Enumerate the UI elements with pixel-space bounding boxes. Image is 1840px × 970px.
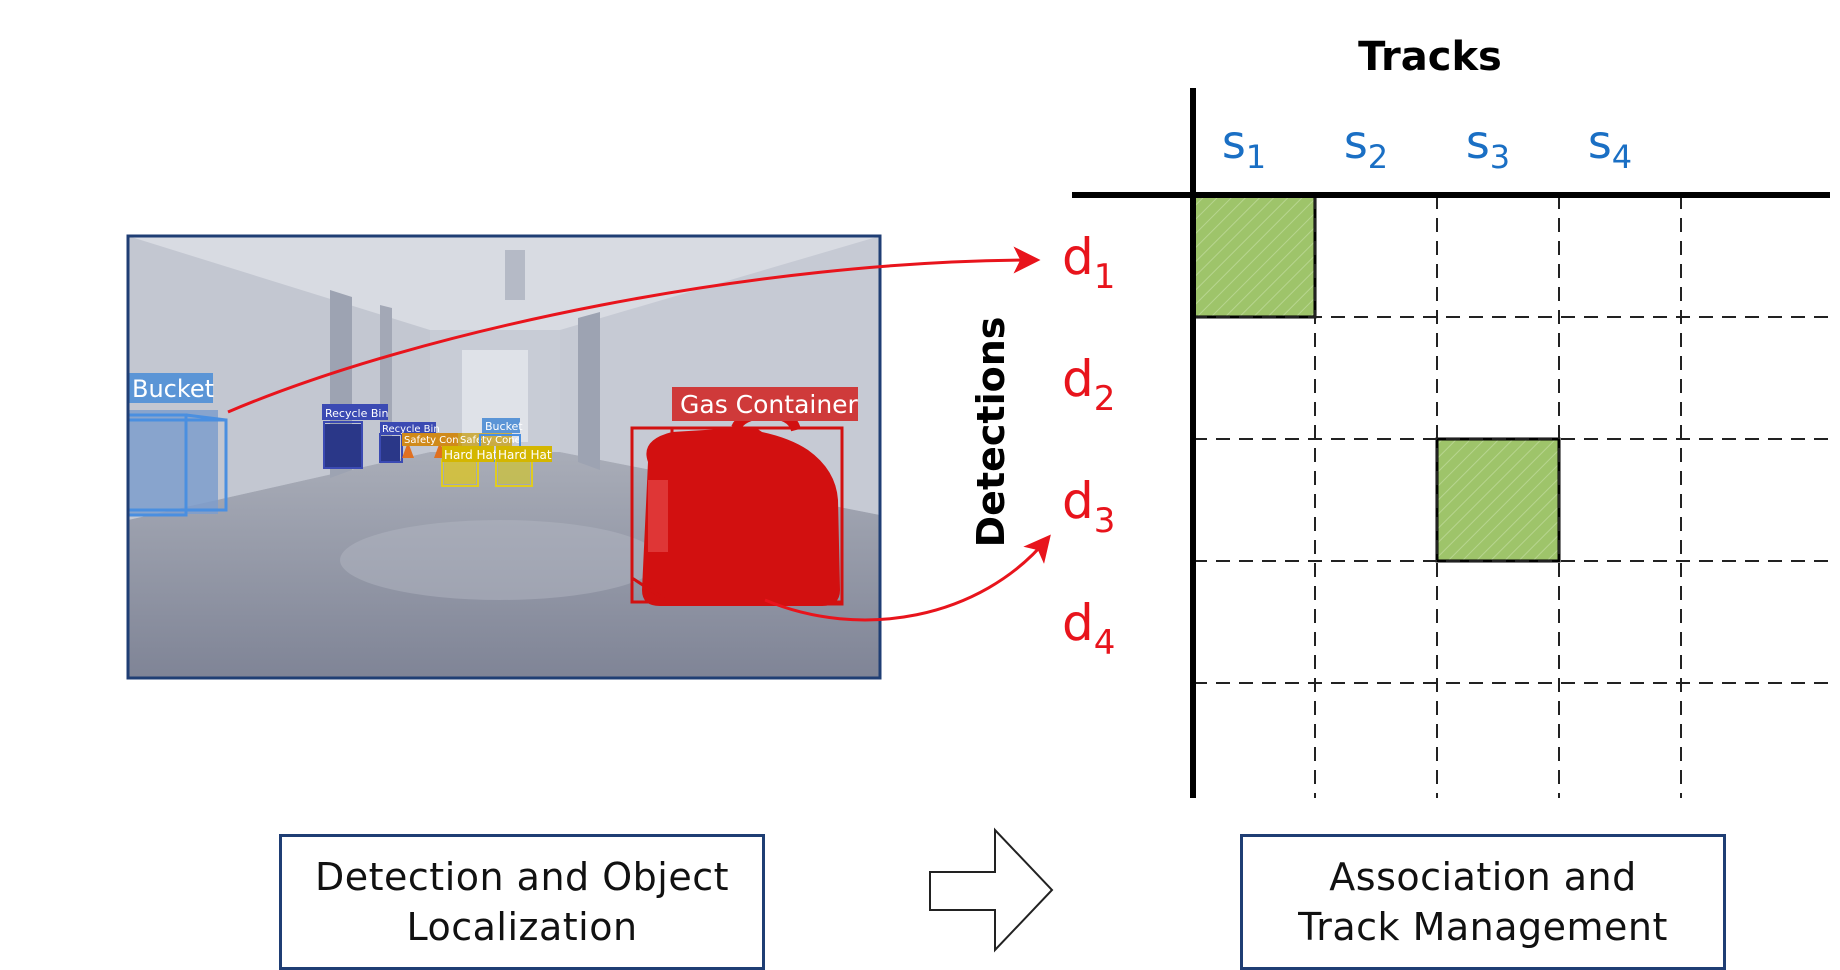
caption-association-line-2: Track Management — [1298, 905, 1668, 949]
label-safety-cone-2: Safety Cone — [460, 435, 521, 446]
detection-header-d1: d1 — [1062, 228, 1115, 297]
caption-association-box: Association and Track Management — [1240, 834, 1726, 970]
label-recycle-bin-2: Recycle Bin — [382, 424, 440, 435]
recycle-bin-detection-1: Recycle Bin — [322, 404, 388, 469]
detection-header-d3: d3 — [1062, 472, 1115, 541]
detection-header-d4: d4 — [1062, 594, 1115, 663]
arrow-bucket-to-d1 — [227, 246, 1041, 414]
track-header-s3: s3 — [1466, 115, 1510, 176]
label-hard-hat-1: Hard Hat — [444, 448, 498, 462]
detection-header-d2: d2 — [1062, 350, 1115, 419]
track-header-s2: s2 — [1344, 115, 1388, 176]
recycle-bin-detection-2: Recycle Bin — [379, 422, 440, 463]
detection-headers: d1 d2 d3 d4 — [1062, 228, 1115, 663]
label-gas-container: Gas Container — [680, 390, 859, 419]
bucket-detection: Bucket — [126, 373, 228, 517]
label-bucket: Bucket — [132, 375, 214, 403]
caption-association-text: Association and Track Management — [1298, 852, 1668, 952]
hard-hat-detection-1: Hard Hat — [441, 446, 498, 487]
caption-detection-box: Detection and Object Localization — [279, 834, 765, 970]
association-matrix — [1072, 88, 1830, 798]
caption-association-line-1: Association and — [1329, 855, 1637, 899]
match-cell-d3-s3 — [1435, 437, 1561, 563]
process-arrow-icon — [929, 827, 1054, 953]
track-header-s4: s4 — [1588, 115, 1632, 176]
label-bucket-small: Bucket — [485, 420, 523, 433]
tracks-title: Tracks — [1358, 34, 1502, 80]
track-headers: s1 s2 s3 s4 — [1222, 115, 1632, 176]
detection-photo: Bucket Recycle Bin Recycle Bin Safety Co… — [126, 234, 882, 680]
arrow-gas-to-d3 — [764, 534, 1051, 622]
small-bucket-detection: Bucket — [479, 418, 523, 462]
label-recycle-bin-1: Recycle Bin — [325, 407, 388, 420]
track-header-s1: s1 — [1222, 115, 1266, 176]
gas-container-detection: Gas Container — [630, 387, 859, 606]
caption-detection-text: Detection and Object Localization — [315, 852, 729, 952]
label-safety-cone-1: Safety Cone — [404, 435, 465, 446]
safety-cone-detection: Safety Cone Safety Cone — [402, 433, 521, 458]
match-cell-d1-s1 — [1191, 193, 1317, 319]
photo-frame — [126, 234, 882, 680]
caption-detection-line-1: Detection and Object — [314, 855, 729, 899]
caption-detection-line-2: Localization — [406, 905, 638, 949]
detections-title: Detections — [969, 317, 1013, 548]
hard-hat-detection-2: Hard Hat — [495, 446, 552, 487]
label-hard-hat-2: Hard Hat — [498, 448, 552, 462]
